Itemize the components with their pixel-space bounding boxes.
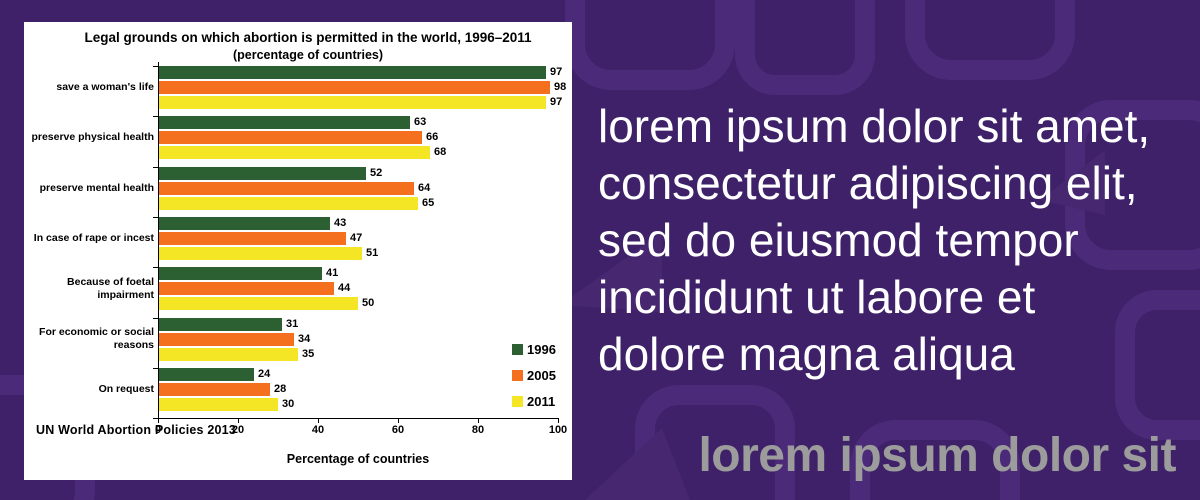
source-note: UN World Abortion Policies 2013 — [36, 423, 236, 437]
x-axis-title: Percentage of countries — [286, 452, 430, 466]
y-axis-tick — [153, 317, 158, 319]
bar-value: 50 — [362, 297, 375, 310]
legend-label: 2005 — [527, 367, 556, 383]
x-axis-tick — [318, 418, 319, 424]
bar-2011 — [158, 297, 358, 311]
y-axis-tick — [153, 166, 158, 168]
x-axis-tick-label: 100 — [548, 424, 568, 437]
lorem-paragraph-line: lorem ipsum dolor sit amet, — [598, 100, 1151, 152]
bar-value: 47 — [350, 231, 363, 244]
legend-item-2005: 2005 — [512, 367, 556, 383]
bar-value: 64 — [418, 181, 431, 194]
bar-2011 — [158, 146, 430, 160]
bar-value: 66 — [426, 131, 439, 144]
plot-area: save a woman's life 97 98 97 preserve physic… — [24, 22, 572, 480]
bar-2005 — [158, 181, 414, 195]
x-axis-tick — [558, 418, 559, 424]
bar-2011 — [158, 196, 418, 210]
chart-panel: Legal grounds on which abortion is permi… — [24, 22, 572, 480]
category-label: On request — [98, 382, 154, 395]
bar-1996 — [158, 267, 322, 281]
y-axis-tick — [153, 66, 158, 67]
bar-2005 — [158, 131, 422, 145]
x-axis-tick — [478, 418, 479, 424]
chart-subtitle: (percentage of countries) — [232, 48, 384, 62]
bar-2011 — [158, 246, 362, 260]
bar-1996 — [158, 317, 282, 331]
bar-2011 — [158, 96, 546, 109]
y-axis-tick — [153, 367, 158, 369]
category-label: preserve physical health — [31, 131, 154, 144]
bar-value: 65 — [422, 196, 435, 209]
legend-item-2011: 2011 — [512, 393, 556, 409]
bar-2005 — [158, 282, 334, 296]
legend-item-1996: 1996 — [512, 341, 556, 357]
legend-swatch — [512, 395, 523, 407]
bar-value: 41 — [326, 267, 339, 280]
bar-value: 97 — [550, 96, 563, 108]
lorem-paragraph-line: incididunt ut labore et — [598, 271, 1036, 323]
bar-value: 51 — [366, 246, 379, 259]
chart-title: Legal grounds on which abortion is permi… — [84, 30, 532, 45]
bar-2005 — [158, 382, 270, 396]
bar-2005 — [158, 81, 550, 94]
x-axis-tick-label: 20 — [231, 424, 245, 437]
lorem-paragraph: lorem ipsum dolor sit amet, consectetur a… — [598, 98, 1198, 383]
y-axis-tick — [153, 418, 158, 420]
bar-value: 43 — [334, 216, 347, 229]
legend-label: 1996 — [527, 341, 556, 357]
bar-value: 68 — [434, 146, 447, 159]
bar-value: 34 — [298, 332, 311, 345]
lorem-paragraph-line: consectetur adipiscing elit, — [598, 157, 1138, 209]
x-axis-tick-label: 80 — [471, 424, 485, 437]
y-axis — [158, 62, 159, 419]
bar-value: 98 — [554, 81, 567, 93]
x-axis-tick — [158, 418, 159, 424]
legend-swatch — [512, 369, 523, 381]
legend-swatch — [512, 343, 523, 355]
bar-value: 63 — [414, 116, 427, 129]
bar-2011 — [158, 397, 278, 411]
lorem-paragraph-line: dolore magna aliqua — [598, 328, 1015, 380]
bar-2005 — [158, 332, 294, 346]
bar-value: 44 — [338, 282, 351, 295]
bar-1996 — [158, 216, 330, 230]
bar-1996 — [158, 116, 410, 130]
x-axis-tick — [398, 418, 399, 424]
bar-1996 — [158, 66, 546, 79]
bar-value: 97 — [550, 66, 563, 78]
bar-1996 — [158, 367, 254, 381]
x-axis-tick — [238, 418, 239, 424]
bar-2011 — [158, 347, 298, 361]
bar-value: 24 — [258, 367, 271, 380]
category-label: In case of rape or incest — [33, 231, 154, 244]
lorem-paragraph-line: sed do eiusmod tempor — [598, 214, 1079, 266]
lorem-caption: lorem ipsum dolor sit — [698, 429, 1176, 482]
x-axis — [158, 418, 558, 420]
bar-1996 — [158, 166, 366, 180]
legend-label: 2011 — [527, 393, 556, 409]
bar-value: 31 — [286, 317, 299, 330]
category-label: preserve mental health — [39, 181, 154, 194]
x-axis-tick-label: 40 — [311, 424, 325, 437]
x-axis-tick-label: 0 — [154, 424, 162, 437]
y-axis-tick — [153, 116, 158, 118]
category-label: save a woman's life — [56, 81, 154, 93]
bar-2005 — [158, 231, 346, 245]
bar-value: 35 — [302, 347, 315, 360]
bar-value: 52 — [370, 166, 383, 179]
category-label: For economic or social reasons — [39, 326, 154, 351]
bar-value: 28 — [274, 382, 287, 395]
y-axis-tick — [153, 216, 158, 218]
y-axis-tick — [153, 267, 158, 269]
bar-value: 30 — [282, 397, 295, 410]
category-label: Because of foetal impairment — [67, 275, 154, 301]
x-axis-tick-label: 60 — [391, 424, 405, 437]
